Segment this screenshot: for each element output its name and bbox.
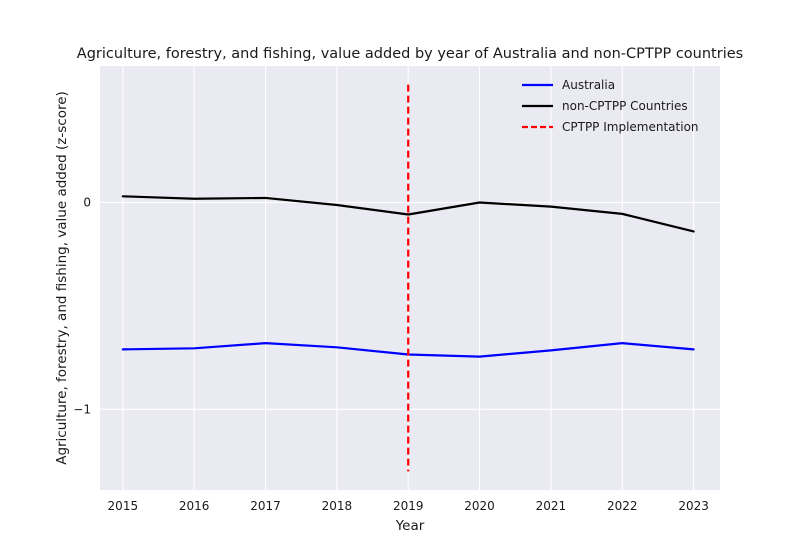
x-axis-label: Year	[395, 518, 425, 534]
x-tick-label: 2015	[108, 499, 139, 513]
x-tick-label: 2022	[607, 499, 638, 513]
grid	[100, 66, 720, 490]
legend-label: Australia	[562, 78, 615, 92]
x-tick-label: 2019	[393, 499, 424, 513]
plot-area	[100, 66, 720, 490]
legend-item-australia: Australia	[522, 78, 615, 92]
x-tick-label: 2020	[464, 499, 495, 513]
series-layer	[121, 84, 695, 472]
legend: Australia non-CPTPP Countries CPTPP Implem…	[522, 78, 699, 134]
series-line-non-cptpp-countries	[121, 195, 695, 233]
legend-label: CPTPP Implementation	[562, 120, 699, 134]
legend-item-cptpp-implementation: CPTPP Implementation	[522, 120, 699, 134]
x-tick-label: 2017	[250, 499, 281, 513]
y-axis-label: Agriculture, forestry, and fishing, valu…	[54, 91, 70, 465]
y-tick-label: 0	[83, 196, 91, 210]
x-tick-label: 2018	[322, 499, 353, 513]
x-tick-label: 2016	[179, 499, 210, 513]
legend-item-non-cptpp-countries: non-CPTPP Countries	[522, 99, 688, 113]
legend-label: non-CPTPP Countries	[562, 99, 688, 113]
x-tick-label: 2021	[536, 499, 567, 513]
x-tick-label: 2023	[678, 499, 709, 513]
chart-title: Agriculture, forestry, and fishing, valu…	[77, 46, 743, 62]
tick-labels: 2015 2016 2017 2018 2019 2020 2021 2022 2023 0 −1	[73, 196, 709, 513]
y-tick-label: −1	[73, 402, 91, 416]
